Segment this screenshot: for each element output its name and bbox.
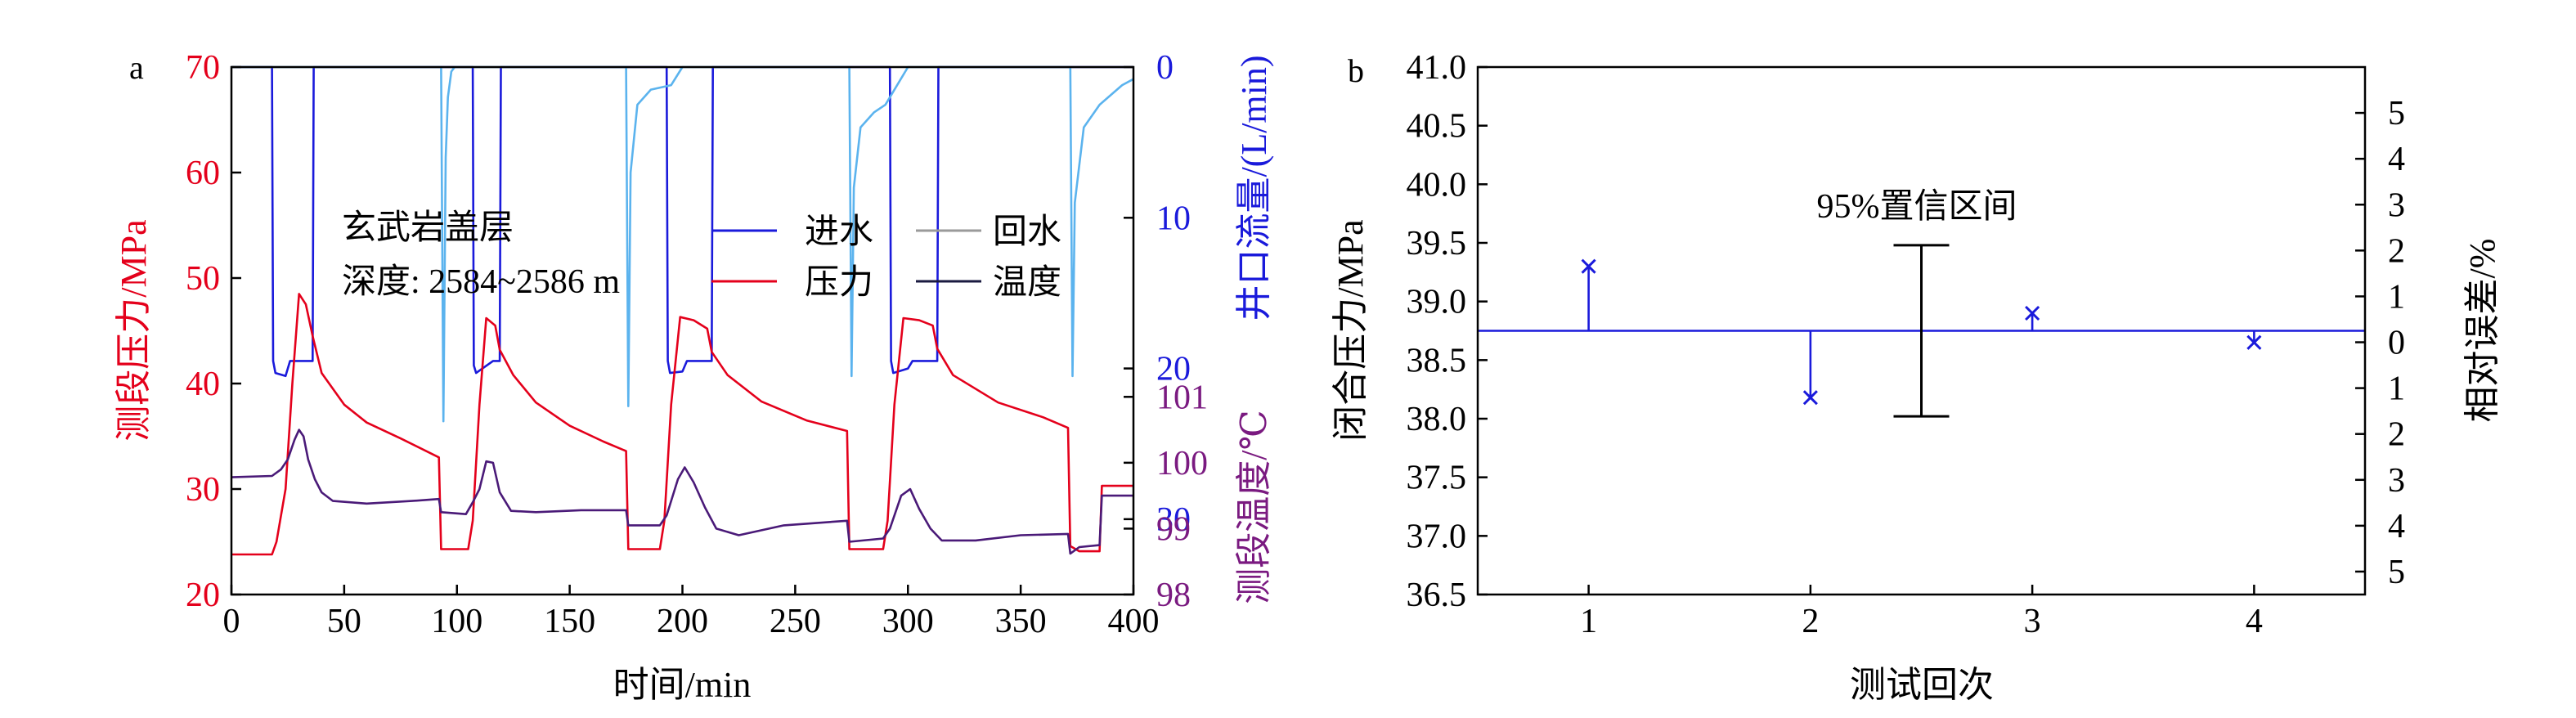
a-x-tick-label-1: 50 <box>327 603 361 640</box>
data-point-2 <box>2025 305 2040 321</box>
panel-a-axes: 0 50 100 150 200 250 300 350 400 20 30 40 50 60 70 0 10 2… <box>186 49 1208 640</box>
panel-b-plot-frame <box>1476 65 2367 596</box>
b-y-tick-label-0: 36.5 <box>1407 577 1467 614</box>
a-pressure-tick-label-2: 40 <box>186 366 220 403</box>
panel-b-y-axis-label: 闭合压力/MPa <box>1331 219 1371 441</box>
b-y2-tick-label-3: 2 <box>2388 416 2405 454</box>
b-y-tick-label-5: 39.0 <box>1407 284 1467 321</box>
a-temperature-tick-label-1: 99 <box>1156 510 1191 548</box>
data-point-1 <box>1802 390 1818 406</box>
panel-a-series <box>231 65 1134 556</box>
b-x-tick-label-2: 3 <box>2024 603 2041 640</box>
b-y-tick-label-1: 37.0 <box>1407 518 1467 555</box>
a-pressure-tick-label-5: 70 <box>186 49 220 87</box>
panel-a-flow-axis-label: 井口流量/(L/min) <box>1234 55 1274 321</box>
panel-a-left-axis-label: 测段压力/MPa <box>114 219 154 441</box>
panel-a-legend: 进水 回水 压力 温度 <box>711 213 1061 302</box>
b-y2-tick-label-1: 4 <box>2388 508 2405 545</box>
legend-label-pressure: 压力 <box>805 264 873 302</box>
series-line-2 <box>231 293 1133 556</box>
a-temperature-tick-label-3: 101 <box>1156 379 1208 416</box>
series-line-3 <box>231 429 1133 555</box>
b-y2-tick-label-5: 0 <box>2388 325 2405 362</box>
a-x-tick-label-4: 200 <box>657 603 708 640</box>
b-y2-tick-label-10: 5 <box>2388 95 2405 132</box>
b-y2-tick-label-2: 3 <box>2388 462 2405 500</box>
panel-a-label: a <box>129 49 144 86</box>
data-point-3 <box>2246 334 2262 350</box>
a-temperature-tick-label-2: 100 <box>1156 445 1208 482</box>
b-y2-tick-label-8: 3 <box>2388 186 2405 224</box>
b-y-tick-label-6: 39.5 <box>1407 225 1467 263</box>
panel-b-content <box>1478 244 2365 418</box>
panel-a-annotation-layer: 玄武岩盖层 <box>342 209 514 247</box>
a-x-tick-label-2: 100 <box>431 603 482 640</box>
a-x-tick-label-6: 300 <box>882 603 934 640</box>
a-flow-tick-label-3: 30 <box>1156 501 1191 539</box>
panel-b-axes: 1 2 3 4 36.5 37.0 37.5 38.0 38.5 39.0 39.5 40.0 40.5… <box>1407 49 2406 640</box>
b-x-tick-label-1: 2 <box>1802 603 1819 640</box>
panel-a-annotation-depth: 深度: 2584~2586 m <box>342 263 620 301</box>
b-y2-tick-label-6: 1 <box>2388 278 2405 316</box>
a-pressure-tick-label-3: 50 <box>186 260 220 298</box>
panel-a-x-axis-label: 时间/min <box>613 665 752 705</box>
confidence-interval-bar <box>1893 244 1950 418</box>
b-x-tick-label-0: 1 <box>1580 603 1597 640</box>
b-y-tick-label-3: 38.0 <box>1407 401 1467 438</box>
b-x-tick-label-3: 4 <box>2246 603 2263 640</box>
a-pressure-tick-label-0: 20 <box>186 577 220 614</box>
legend-label-temperature: 温度 <box>993 264 1061 302</box>
panel-a-plot-frame <box>230 65 1135 596</box>
b-y2-tick-label-4: 1 <box>2388 370 2405 408</box>
a-x-tick-label-7: 350 <box>995 603 1047 640</box>
panel-b: b 1 2 3 436.537.037.538.038.539.039.540.040… <box>1331 49 2502 705</box>
panel-b-confidence-label: 95%置信区间 <box>1817 188 2017 226</box>
b-y2-tick-label-7: 2 <box>2388 232 2405 270</box>
a-pressure-tick-label-1: 30 <box>186 471 220 509</box>
b-y2-tick-label-0: 5 <box>2388 554 2405 591</box>
a-flow-tick-label-2: 20 <box>1156 351 1191 388</box>
a-x-tick-label-3: 150 <box>544 603 595 640</box>
panel-a-temperature-axis-label: 测段温度/℃ <box>1234 410 1274 604</box>
legend-label-return: 回水 <box>993 213 1061 251</box>
a-flow-tick-label-1: 10 <box>1156 200 1191 237</box>
a-flow-tick-label-0: 0 <box>1156 49 1174 87</box>
panel-b-y2-axis-label: 相对误差/% <box>2462 239 2502 423</box>
b-y2-tick-label-9: 4 <box>2388 141 2405 178</box>
a-x-tick-label-0: 0 <box>223 603 240 640</box>
panel-b-x-axis-label: 测试回次 <box>1850 665 1994 705</box>
b-y-tick-label-9: 41.0 <box>1407 49 1467 87</box>
panel-a: a 0 50 100 150 200 250 300 350 400 20 30 40 50 60 70 0 1… <box>114 49 1274 705</box>
b-y-tick-label-7: 40.0 <box>1407 166 1467 204</box>
a-x-tick-label-5: 250 <box>770 603 821 640</box>
a-temperature-tick-label-0: 98 <box>1156 577 1191 614</box>
a-pressure-tick-label-4: 60 <box>186 155 220 192</box>
b-y-tick-label-2: 37.5 <box>1407 460 1467 497</box>
b-y-tick-label-8: 40.5 <box>1407 108 1467 146</box>
a-x-tick-label-8: 400 <box>1108 603 1160 640</box>
b-y-tick-label-4: 38.5 <box>1407 342 1467 379</box>
legend-label-inflow: 进水 <box>805 213 873 251</box>
data-point-0 <box>1581 258 1596 274</box>
panel-b-label: b <box>1348 52 1364 89</box>
